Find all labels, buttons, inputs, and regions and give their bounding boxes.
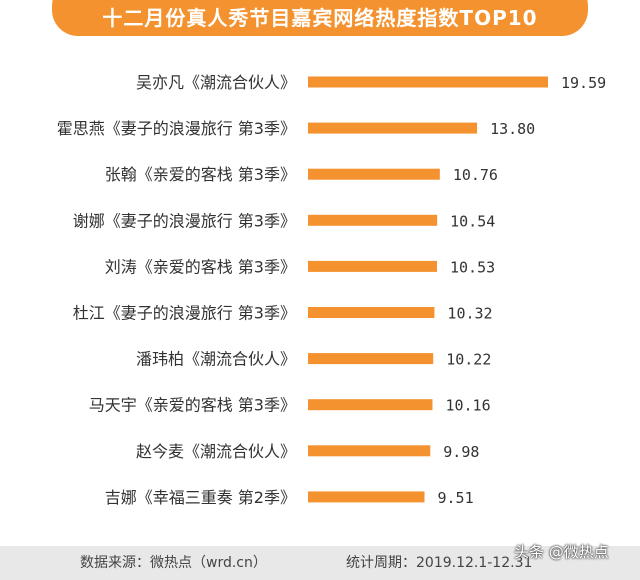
value-label: 19.59 bbox=[561, 74, 606, 92]
category-label: 霍思燕《妻子的浪漫旅行 第3季》 bbox=[57, 119, 296, 138]
value-label: 10.32 bbox=[447, 305, 492, 323]
category-label: 刘涛《亲爱的客栈 第3季》 bbox=[105, 257, 296, 276]
bar bbox=[308, 399, 433, 411]
stat-period: 统计周期：2019.12.1-12.31 bbox=[346, 555, 533, 571]
bar bbox=[308, 491, 425, 503]
bar bbox=[308, 307, 435, 318]
category-label: 潘玮柏《潮流合伙人》 bbox=[136, 350, 296, 369]
bar bbox=[308, 76, 548, 88]
chart-area: 吴亦凡《潮流合伙人》 19.59 霍思燕《妻子的浪漫旅行 第3季》 13.80 张翰《亲… bbox=[0, 40, 640, 545]
bar bbox=[308, 122, 478, 134]
value-label: 10.53 bbox=[450, 258, 495, 276]
category-label: 赵今麦《潮流合伙人》 bbox=[136, 442, 296, 461]
category-label: 杜江《妻子的浪漫旅行 第3季》 bbox=[73, 304, 296, 323]
category-label: 吉娜《幸福三重奏 第2季》 bbox=[105, 488, 296, 507]
bar-chart: 吴亦凡《潮流合伙人》 19.59 霍思燕《妻子的浪漫旅行 第3季》 13.80 张翰《亲… bbox=[57, 73, 606, 507]
watermark: 头条 @微热点 bbox=[514, 543, 609, 561]
data-source: 数据来源：微热点（wrd.cn） bbox=[80, 555, 267, 571]
bar bbox=[308, 168, 440, 180]
footer: 数据来源：微热点（wrd.cn） 统计周期：2019.12.1-12.31 bbox=[0, 546, 640, 580]
bar bbox=[308, 353, 434, 365]
chart-title: 十二月份真人秀节目嘉宾网络热度指数TOP10 bbox=[102, 6, 538, 30]
bar bbox=[308, 260, 438, 272]
value-label: 9.98 bbox=[443, 443, 479, 461]
value-label: 10.22 bbox=[446, 351, 491, 369]
value-label: 9.51 bbox=[438, 489, 474, 507]
value-label: 13.80 bbox=[490, 120, 535, 138]
bar bbox=[308, 445, 431, 457]
bar bbox=[308, 214, 438, 226]
value-label: 10.16 bbox=[445, 397, 490, 415]
value-label: 10.76 bbox=[453, 166, 498, 184]
category-label: 吴亦凡《潮流合伙人》 bbox=[136, 73, 296, 92]
value-label: 10.54 bbox=[450, 212, 495, 230]
header: 十二月份真人秀节目嘉宾网络热度指数TOP10 bbox=[0, 0, 640, 40]
category-label: 张翰《亲爱的客栈 第3季》 bbox=[105, 165, 296, 184]
category-label: 马天宇《亲爱的客栈 第3季》 bbox=[89, 396, 296, 415]
category-label: 谢娜《妻子的浪漫旅行 第3季》 bbox=[73, 211, 296, 230]
title-banner bbox=[52, 0, 588, 36]
